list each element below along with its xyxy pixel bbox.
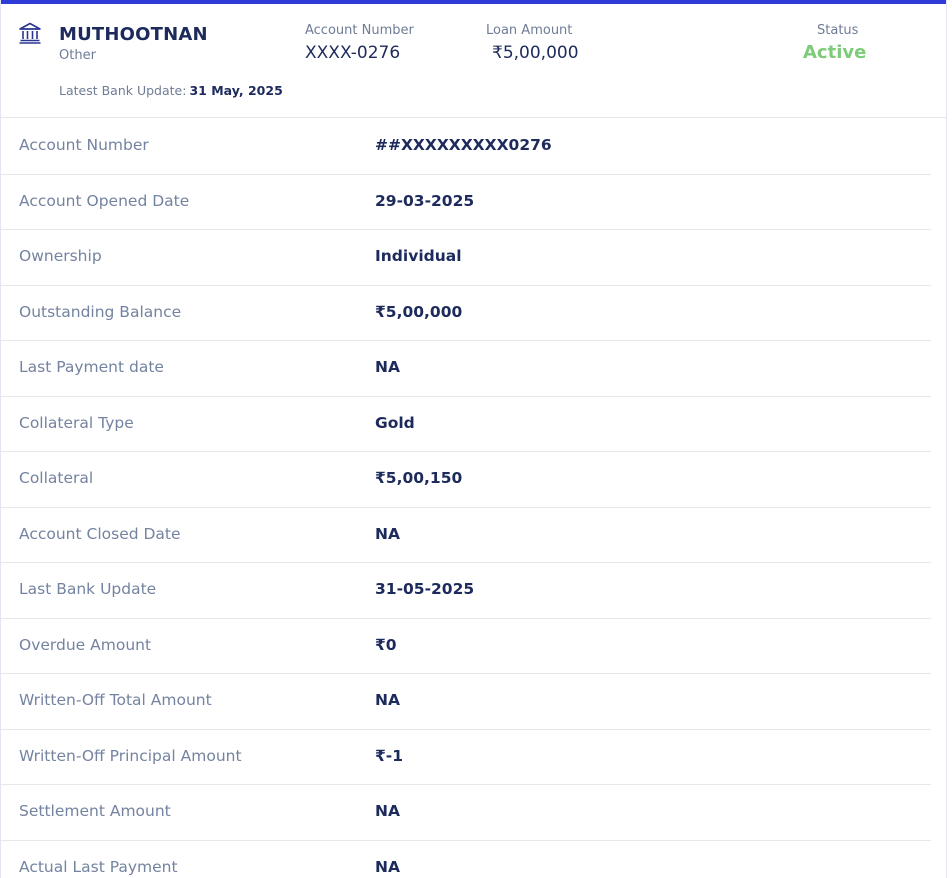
detail-value: ₹-1 xyxy=(375,746,404,765)
detail-label: Written-Off Total Amount xyxy=(19,691,212,709)
detail-label: Account Closed Date xyxy=(19,524,181,543)
detail-label: Written-Off Principal Amount xyxy=(19,746,242,765)
detail-row: Account Opened Date 29-03-2025 xyxy=(1,175,931,230)
detail-row: Written-Off Principal Amount ₹-1 xyxy=(1,730,931,785)
detail-value: 29-03-2025 xyxy=(375,191,475,210)
latest-bank-update: Latest Bank Update: 31 May, 2025 xyxy=(59,83,283,98)
detail-row: Overdue Amount ₹0 xyxy=(1,619,931,674)
detail-row: Ownership Individual xyxy=(1,230,931,286)
detail-row: Account Closed Date NA xyxy=(1,508,931,563)
detail-label: Ownership xyxy=(19,247,102,265)
latest-update-label: Latest Bank Update: xyxy=(59,83,187,98)
detail-label: Collateral Type xyxy=(19,413,134,432)
detail-row: Actual Last Payment NA xyxy=(1,841,931,878)
detail-value: NA xyxy=(375,524,400,543)
detail-label: Account Number xyxy=(19,136,149,154)
detail-label: Overdue Amount xyxy=(19,635,152,654)
detail-row: Last Bank Update 31-05-2025 xyxy=(1,563,931,619)
detail-label: Settlement Amount xyxy=(19,802,171,820)
bank-building-icon xyxy=(19,22,41,44)
detail-value: ₹0 xyxy=(375,635,397,654)
detail-label: Outstanding Balance xyxy=(19,302,182,321)
status-label: Status xyxy=(817,23,859,38)
bank-type: Other xyxy=(59,48,96,63)
detail-label: Actual Last Payment xyxy=(19,857,178,876)
loan-amount-label: Loan Amount xyxy=(486,23,573,38)
detail-value: NA xyxy=(375,691,400,709)
detail-value: ##XXXXXXXXX0276 xyxy=(375,136,552,154)
detail-row: Outstanding Balance ₹5,00,000 xyxy=(1,286,931,341)
detail-row: Collateral Type Gold xyxy=(1,397,931,452)
account-header: MUTHOOTNAN Other Latest Bank Update: 31 M… xyxy=(1,4,946,118)
detail-label: Last Bank Update xyxy=(19,580,157,598)
detail-value: NA xyxy=(375,857,400,876)
detail-label: Account Opened Date xyxy=(19,191,190,210)
detail-value: Gold xyxy=(375,413,415,432)
detail-value: ₹5,00,000 xyxy=(375,302,463,321)
bank-name: MUTHOOTNAN xyxy=(59,24,208,45)
detail-row: Written-Off Total Amount NA xyxy=(1,674,931,730)
detail-value: NA xyxy=(375,802,400,820)
account-number-label: Account Number xyxy=(305,23,414,38)
accent-bar xyxy=(1,0,946,4)
detail-value: 31-05-2025 xyxy=(375,580,475,598)
detail-label: Last Payment date xyxy=(19,358,164,376)
status-value: Active xyxy=(803,42,867,63)
detail-row: Collateral ₹5,00,150 xyxy=(1,452,931,508)
account-number-value: XXXX-0276 xyxy=(305,43,401,63)
detail-value: Individual xyxy=(375,247,462,265)
detail-value: NA xyxy=(375,358,400,376)
detail-row: Account Number ##XXXXXXXXX0276 xyxy=(1,119,931,175)
detail-label: Collateral xyxy=(19,469,94,487)
detail-row: Settlement Amount NA xyxy=(1,785,931,841)
detail-value: ₹5,00,150 xyxy=(375,469,463,487)
loan-amount-value: ₹5,00,000 xyxy=(492,43,579,63)
latest-update-date: 31 May, 2025 xyxy=(189,83,283,98)
detail-row: Last Payment date NA xyxy=(1,341,931,397)
